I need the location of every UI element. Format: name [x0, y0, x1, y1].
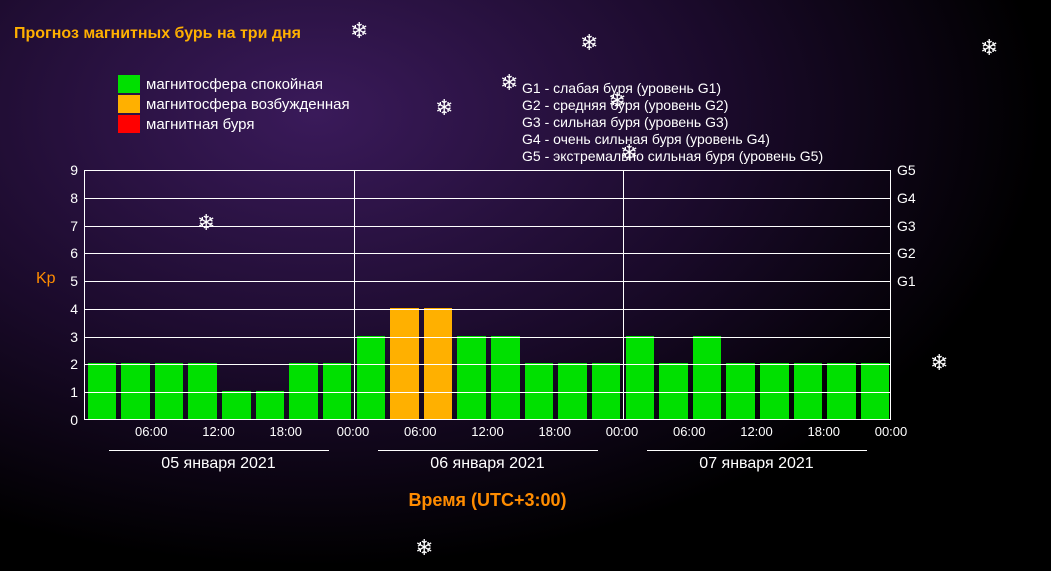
- bar: [357, 336, 386, 419]
- y-tick: 4: [70, 301, 78, 317]
- legend-item: магнитосфера спокойная: [118, 75, 350, 93]
- snowflake-icon: ❄: [435, 95, 453, 121]
- bar: [121, 363, 150, 419]
- snowflake-icon: ❄: [350, 18, 368, 44]
- y2-tick: G1: [897, 273, 916, 289]
- bar: [155, 363, 184, 419]
- x-axis-label: Время (UTC+3:00): [84, 490, 891, 511]
- x-tick: 18:00: [538, 424, 571, 439]
- legend-right-line: G4 - очень сильная буря (уровень G4): [522, 131, 823, 148]
- x-tick: 06:00: [404, 424, 437, 439]
- x-tick: 00:00: [875, 424, 908, 439]
- legend-right: G1 - слабая буря (уровень G1)G2 - средня…: [522, 80, 823, 165]
- bar: [525, 363, 554, 419]
- bar: [861, 363, 890, 419]
- bar: [827, 363, 856, 419]
- y-tick: 0: [70, 412, 78, 428]
- x-tick: 12:00: [471, 424, 504, 439]
- legend-item: магнитосфера возбужденная: [118, 95, 350, 113]
- x-tick: 00:00: [337, 424, 370, 439]
- bar: [626, 336, 655, 419]
- y-tick: 8: [70, 190, 78, 206]
- bar: [491, 336, 520, 419]
- gridline: [85, 309, 890, 310]
- y-tick: 5: [70, 273, 78, 289]
- y-tick: 3: [70, 329, 78, 345]
- gridline: [85, 281, 890, 282]
- gridline: [85, 364, 890, 365]
- gridline: [85, 198, 890, 199]
- bar: [726, 363, 755, 419]
- x-tick: 06:00: [135, 424, 168, 439]
- date-label: 07 января 2021: [647, 450, 867, 473]
- legend-item: магнитная буря: [118, 115, 350, 133]
- x-tick: 06:00: [673, 424, 706, 439]
- y-axis-label: Kp: [36, 270, 56, 288]
- bar: [390, 308, 419, 419]
- chart-container: Kp 0123456789 G1G2G3G4G5 06:0012:0018:00…: [36, 170, 906, 540]
- bars-container: [85, 170, 890, 419]
- bar: [323, 363, 352, 419]
- bar: [760, 363, 789, 419]
- bar: [222, 391, 251, 419]
- y2-tick: G5: [897, 162, 916, 178]
- legend-right-line: G5 - экстремально сильная буря (уровень …: [522, 148, 823, 165]
- snowflake-icon: ❄: [930, 350, 948, 376]
- legend-right-line: G1 - слабая буря (уровень G1): [522, 80, 823, 97]
- bar: [424, 308, 453, 419]
- x-tick: 18:00: [807, 424, 840, 439]
- y-tick: 7: [70, 218, 78, 234]
- gridline: [85, 253, 890, 254]
- x-tick: 00:00: [606, 424, 639, 439]
- x-tick: 18:00: [269, 424, 302, 439]
- bar: [659, 363, 688, 419]
- day-divider: [354, 170, 355, 419]
- snowflake-icon: ❄: [500, 70, 518, 96]
- bar: [256, 391, 285, 419]
- legend-right-line: G2 - средняя буря (уровень G2): [522, 97, 823, 114]
- legend-swatch: [118, 115, 140, 133]
- gridline: [85, 170, 890, 171]
- y-tick: 6: [70, 245, 78, 261]
- gridline: [85, 392, 890, 393]
- legend-label: магнитосфера спокойная: [146, 76, 323, 93]
- y2-tick: G4: [897, 190, 916, 206]
- legend-label: магнитная буря: [146, 116, 254, 133]
- y-axis: 0123456789: [60, 170, 84, 420]
- date-label: 06 января 2021: [378, 450, 598, 473]
- snowflake-icon: ❄: [580, 30, 598, 56]
- y-tick: 1: [70, 384, 78, 400]
- legend-swatch: [118, 95, 140, 113]
- legend-label: магнитосфера возбужденная: [146, 96, 350, 113]
- y2-tick: G3: [897, 218, 916, 234]
- bar: [289, 363, 318, 419]
- y2-axis: G1G2G3G4G5: [893, 170, 923, 420]
- bar: [693, 336, 722, 419]
- page-title: Прогноз магнитных бурь на три дня: [14, 25, 301, 43]
- day-divider: [623, 170, 624, 419]
- bar: [794, 363, 823, 419]
- bar: [558, 363, 587, 419]
- y-tick: 9: [70, 162, 78, 178]
- date-label: 05 января 2021: [109, 450, 329, 473]
- gridline: [85, 337, 890, 338]
- plot-area: [84, 170, 891, 420]
- snowflake-icon: ❄: [980, 35, 998, 61]
- y-tick: 2: [70, 356, 78, 372]
- bar: [592, 363, 621, 419]
- gridline: [85, 226, 890, 227]
- bar: [88, 363, 117, 419]
- x-tick: 12:00: [740, 424, 773, 439]
- legend-swatch: [118, 75, 140, 93]
- bar: [188, 363, 217, 419]
- x-tick: 12:00: [202, 424, 235, 439]
- legend-right-line: G3 - сильная буря (уровень G3): [522, 114, 823, 131]
- bar: [457, 336, 486, 419]
- legend-left: магнитосфера спокойная магнитосфера возбу…: [118, 75, 350, 135]
- y2-tick: G2: [897, 245, 916, 261]
